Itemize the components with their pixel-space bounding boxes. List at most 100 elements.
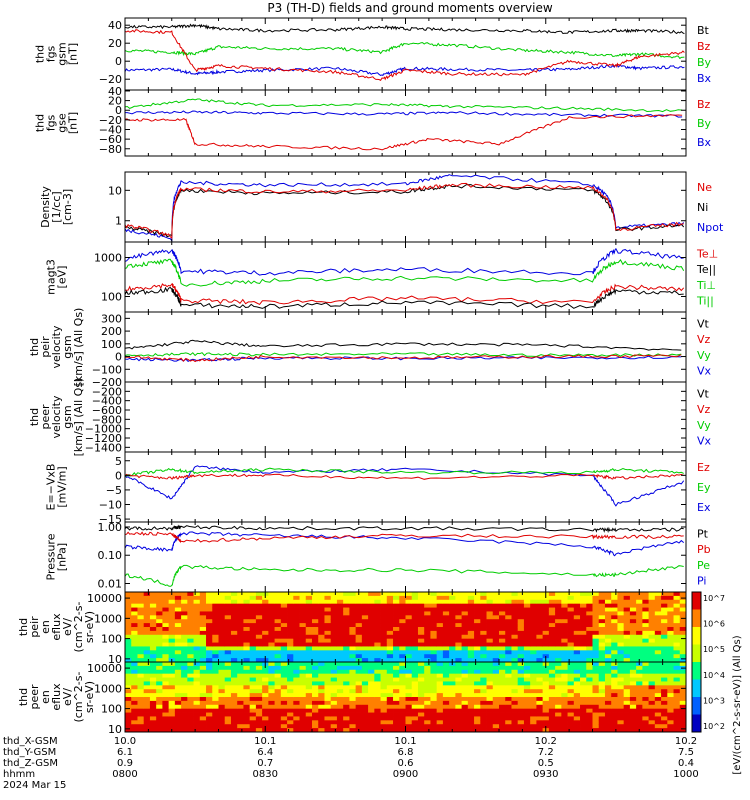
heatmap-cell bbox=[654, 697, 662, 702]
heatmap-cell bbox=[455, 669, 462, 675]
heatmap-cell bbox=[255, 638, 263, 643]
heatmap-cell bbox=[517, 595, 525, 601]
heatmap-cell bbox=[399, 627, 406, 632]
series-line-Bt bbox=[124, 23, 685, 35]
heatmap-cell bbox=[492, 689, 500, 694]
heatmap-cell bbox=[573, 665, 581, 671]
heatmap-cell bbox=[667, 630, 674, 636]
series-Te|| bbox=[124, 286, 684, 309]
heatmap-cell bbox=[336, 615, 344, 620]
heatmap-cell bbox=[237, 658, 244, 663]
heatmap-cell bbox=[336, 623, 344, 628]
heatmap-cell bbox=[137, 623, 145, 628]
heatmap-cell bbox=[174, 642, 182, 647]
heatmap-cell bbox=[567, 728, 575, 733]
heatmap-cell bbox=[536, 627, 544, 632]
heatmap-cell bbox=[149, 716, 157, 721]
heatmap-cell bbox=[430, 712, 438, 717]
legend-entry: Pe bbox=[697, 559, 710, 572]
y-axis-label: peer bbox=[39, 404, 52, 430]
heatmap-cell bbox=[125, 619, 132, 624]
heatmap-cell bbox=[480, 634, 487, 640]
heatmap-cell bbox=[573, 611, 581, 616]
heatmap-cell bbox=[274, 689, 282, 694]
heatmap-cell bbox=[368, 700, 375, 706]
heatmap-cell bbox=[611, 681, 618, 686]
heatmap-cell bbox=[673, 662, 681, 667]
heatmap-cell bbox=[548, 716, 556, 721]
heatmap-cell bbox=[137, 642, 145, 647]
heatmap-cell bbox=[679, 697, 687, 702]
heatmap-cell bbox=[480, 646, 487, 651]
heatmap-cell bbox=[280, 658, 288, 663]
heatmap-cell bbox=[324, 634, 332, 640]
heatmap-cell bbox=[187, 677, 194, 682]
heatmap-cell bbox=[143, 669, 151, 675]
heatmap-cell bbox=[149, 607, 157, 612]
legend-entry: Ex bbox=[697, 501, 711, 514]
heatmap-cell bbox=[586, 665, 593, 671]
heatmap-cell bbox=[293, 669, 300, 675]
heatmap-cell bbox=[455, 700, 462, 706]
heatmap-cell bbox=[361, 646, 369, 651]
heatmap-cell bbox=[399, 728, 406, 733]
heatmap-cell bbox=[430, 623, 438, 628]
heatmap-cell bbox=[548, 642, 556, 647]
heatmap-cell bbox=[293, 619, 300, 624]
heatmap-cell bbox=[206, 592, 213, 597]
heatmap-cell bbox=[629, 665, 637, 671]
heatmap-cell bbox=[617, 638, 625, 643]
heatmap-cell bbox=[424, 681, 431, 686]
y-axis-label: thd bbox=[28, 338, 41, 356]
heatmap-cell bbox=[199, 716, 207, 721]
heatmap-cell bbox=[430, 662, 438, 667]
heatmap-cell bbox=[673, 724, 681, 729]
heatmap-cell bbox=[555, 619, 562, 624]
heatmap-cell bbox=[436, 650, 444, 655]
heatmap-cell bbox=[623, 697, 631, 702]
heatmap-cell bbox=[667, 634, 674, 640]
heatmap-cell bbox=[181, 599, 188, 605]
heatmap-cell bbox=[636, 689, 643, 694]
series-Pi bbox=[124, 531, 685, 557]
heatmap-cell bbox=[474, 689, 481, 694]
heatmap-cell bbox=[455, 607, 462, 612]
heatmap-cell bbox=[511, 700, 519, 706]
heatmap-cell bbox=[181, 662, 188, 667]
heatmap-cell bbox=[131, 599, 138, 605]
heatmap-cell bbox=[305, 595, 313, 601]
heatmap-cell bbox=[430, 603, 438, 608]
heatmap-cell bbox=[262, 627, 269, 632]
footer-value: 6.8 bbox=[398, 747, 414, 758]
heatmap-cell bbox=[206, 708, 213, 713]
heatmap-cell bbox=[386, 662, 394, 667]
heatmap-cell bbox=[499, 650, 506, 655]
heatmap-cell bbox=[679, 627, 687, 632]
heatmap-cell bbox=[361, 704, 369, 710]
heatmap-cell bbox=[648, 665, 656, 671]
heatmap-cell bbox=[361, 592, 369, 597]
heatmap-cell bbox=[511, 665, 519, 671]
heatmap-cell bbox=[255, 669, 263, 675]
footer-date: 2024 Mar 15 bbox=[3, 780, 66, 791]
heatmap-cell bbox=[212, 704, 219, 710]
heatmap-cell bbox=[199, 599, 207, 605]
heatmap-cell bbox=[181, 607, 188, 612]
heatmap-cell bbox=[586, 681, 593, 686]
heatmap-cell bbox=[430, 689, 438, 694]
heatmap-cell bbox=[654, 728, 662, 733]
heatmap-cell bbox=[424, 662, 431, 667]
footer-value: 10.2 bbox=[535, 736, 557, 747]
heatmap-cell bbox=[206, 685, 213, 690]
heatmap-cell bbox=[262, 595, 269, 601]
heatmap-cell bbox=[143, 677, 151, 682]
footer-value: 0830 bbox=[253, 769, 278, 780]
heatmap-cell bbox=[293, 611, 300, 616]
heatmap-cell bbox=[330, 646, 338, 651]
heatmap-cell bbox=[592, 619, 600, 624]
heatmap-cell bbox=[224, 615, 232, 620]
heatmap-cell bbox=[249, 700, 257, 706]
heatmap-cell bbox=[673, 669, 681, 675]
heatmap-cell bbox=[455, 677, 462, 682]
heatmap-cell bbox=[143, 627, 151, 632]
